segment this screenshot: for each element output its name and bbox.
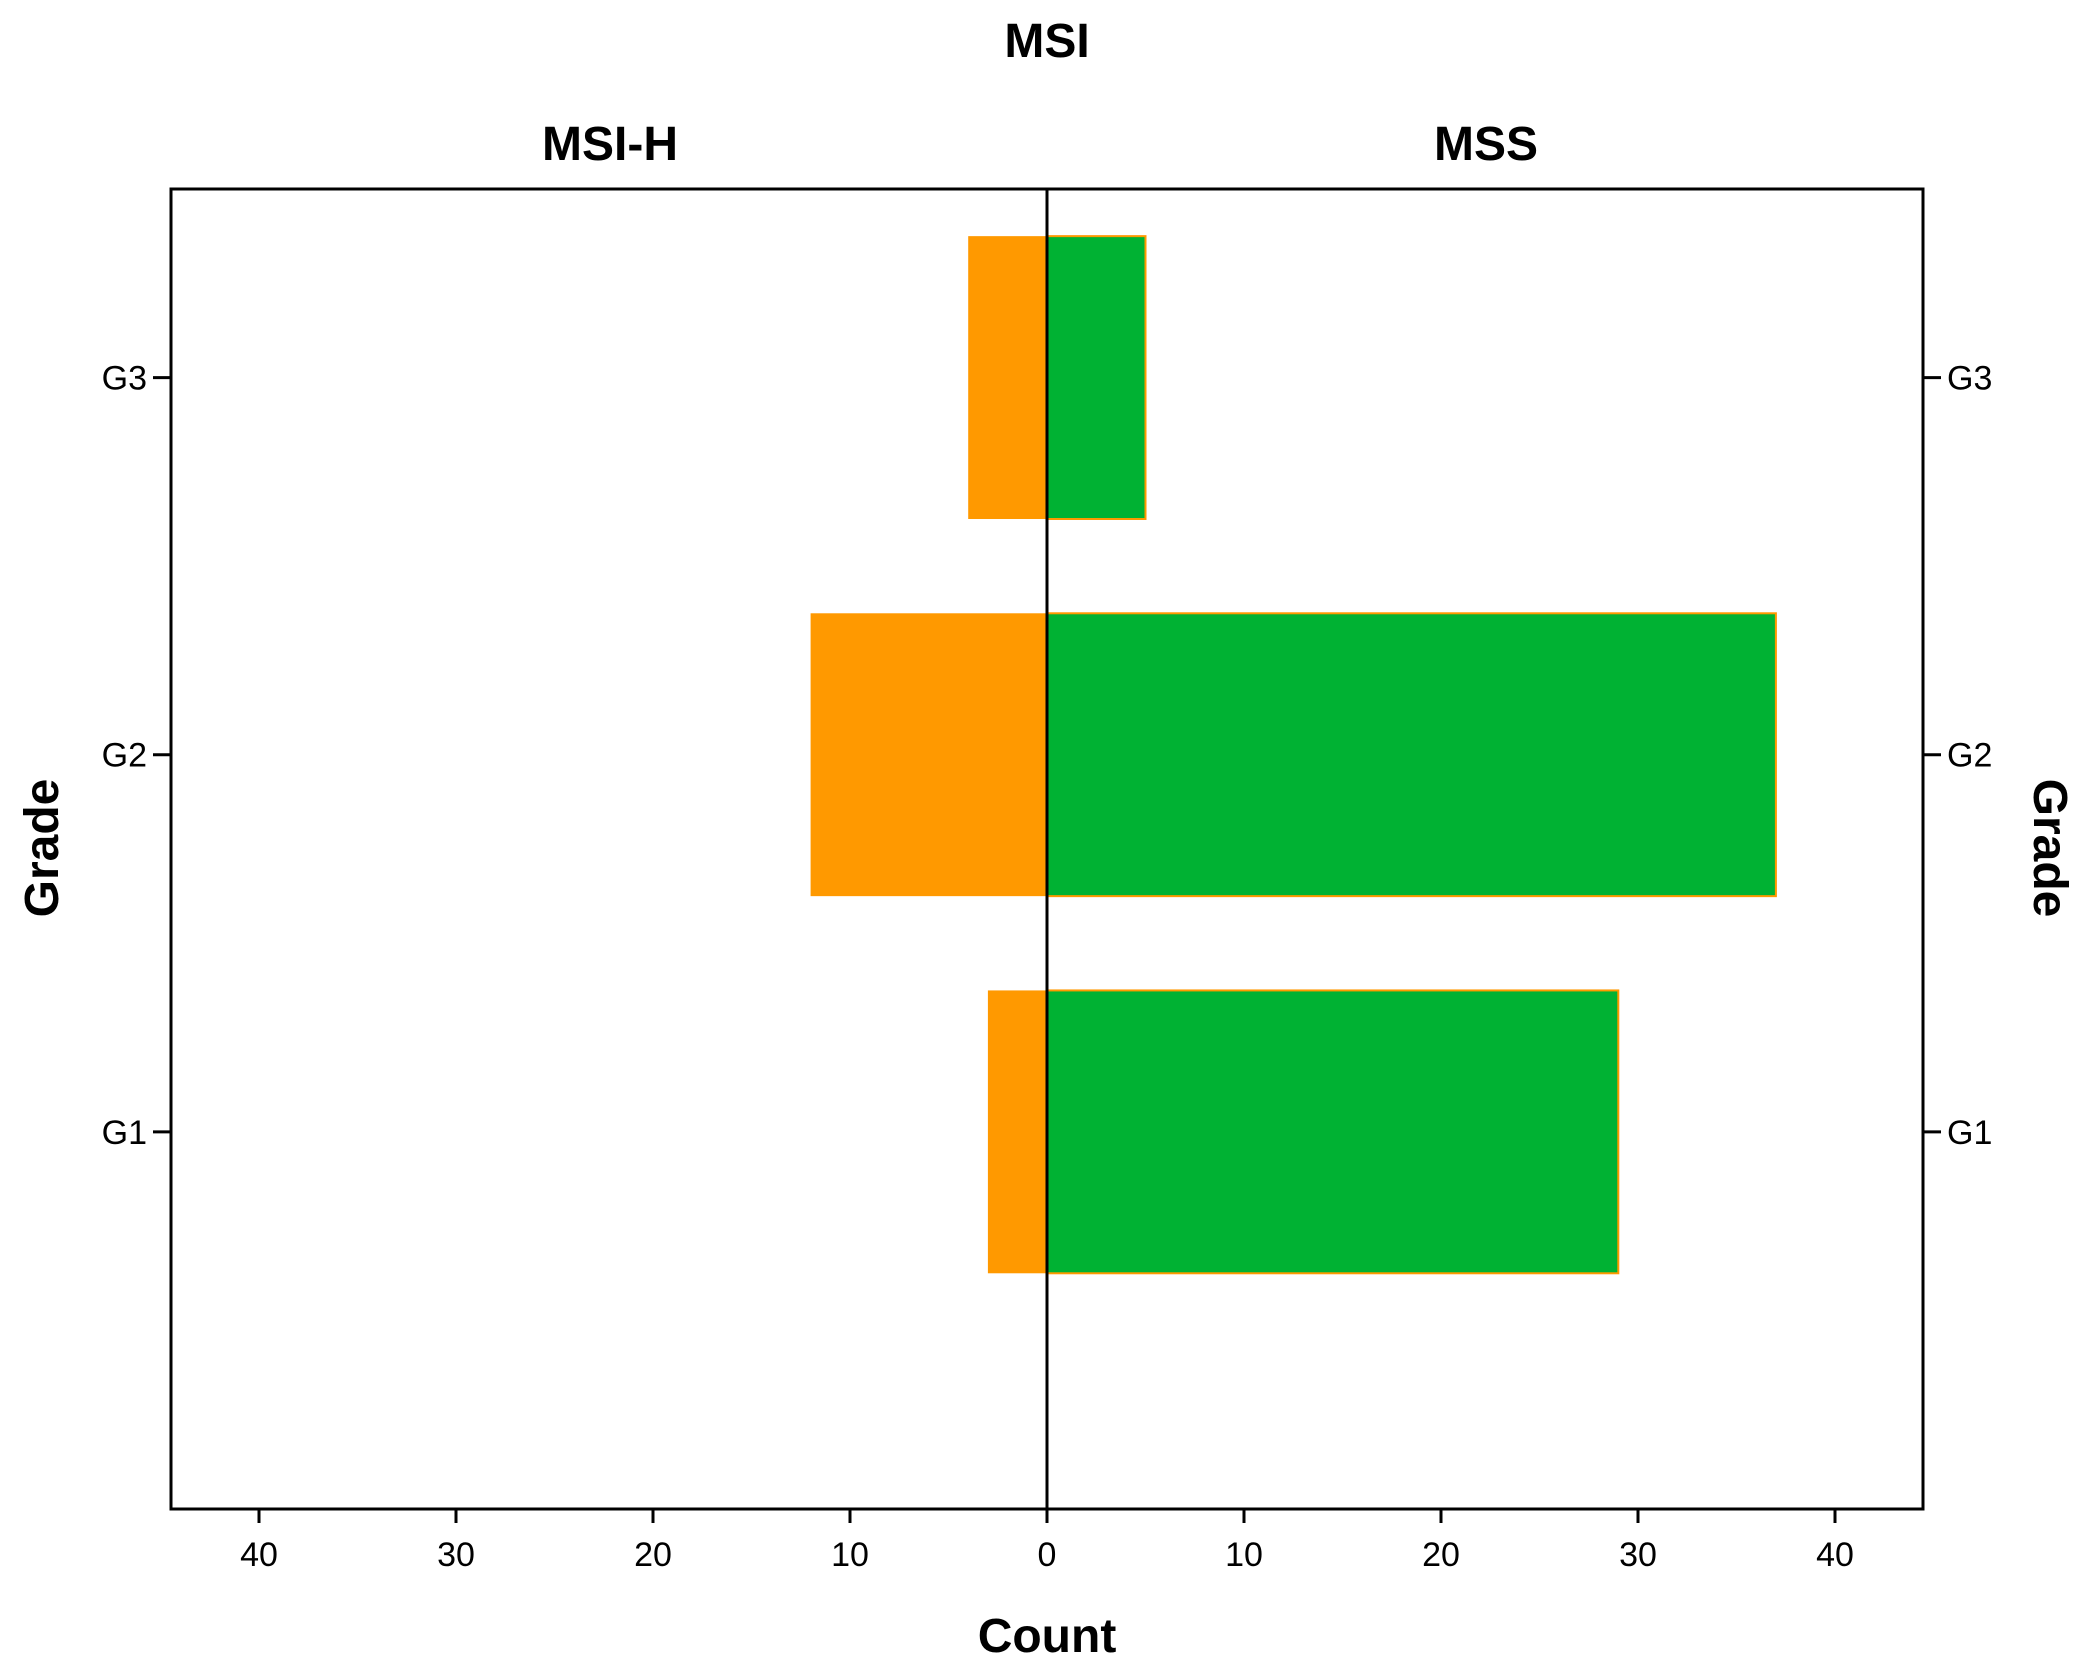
panel-title-mss: MSS xyxy=(1434,118,1538,171)
x-axis-ticks: 0 10 10 20 20 30 30 40 40 xyxy=(240,1509,1854,1574)
x-tick-label-left-10: 10 xyxy=(831,1536,869,1574)
y-tick-label-right-g3: G3 xyxy=(1947,360,1992,398)
bar-msi-h-g2 xyxy=(810,613,1047,897)
x-tick-label-left-40: 40 xyxy=(240,1536,278,1574)
bar-mss-g2 xyxy=(1046,612,1777,898)
x-tick-label-right-10: 10 xyxy=(1225,1536,1263,1574)
y-axis-label-left: Grade xyxy=(16,779,69,918)
y-tick-label-left-g1: G1 xyxy=(102,1114,147,1152)
y-tick-label-right-g2: G2 xyxy=(1947,737,1992,775)
chart-title: MSI xyxy=(1004,15,1089,68)
y-axis-ticks: G1 G1 G2 G2 G3 G3 xyxy=(102,360,1993,1152)
y-tick-label-left-g2: G2 xyxy=(102,737,147,775)
bar-mss-g1 xyxy=(1046,989,1620,1275)
bars-layer xyxy=(810,235,1777,1275)
x-tick-label-left-30: 30 xyxy=(437,1536,475,1574)
x-tick-label-right-20: 20 xyxy=(1422,1536,1460,1574)
bar-msi-h-g1 xyxy=(987,990,1047,1274)
y-tick-label-left-g3: G3 xyxy=(102,360,147,398)
x-axis-label: Count xyxy=(978,1610,1117,1663)
y-axis-label-right: Grade xyxy=(2023,779,2076,918)
x-tick-label-right-40: 40 xyxy=(1816,1536,1854,1574)
x-tick-label-left-20: 20 xyxy=(634,1536,672,1574)
x-tick-label-center-0: 0 xyxy=(1038,1536,1057,1574)
panel-title-msi-h: MSI-H xyxy=(542,118,678,171)
x-tick-label-right-30: 30 xyxy=(1619,1536,1657,1574)
bar-msi-h-g3 xyxy=(968,236,1047,519)
bar-mss-g3 xyxy=(1046,235,1147,520)
y-tick-label-right-g1: G1 xyxy=(1947,1114,1992,1152)
